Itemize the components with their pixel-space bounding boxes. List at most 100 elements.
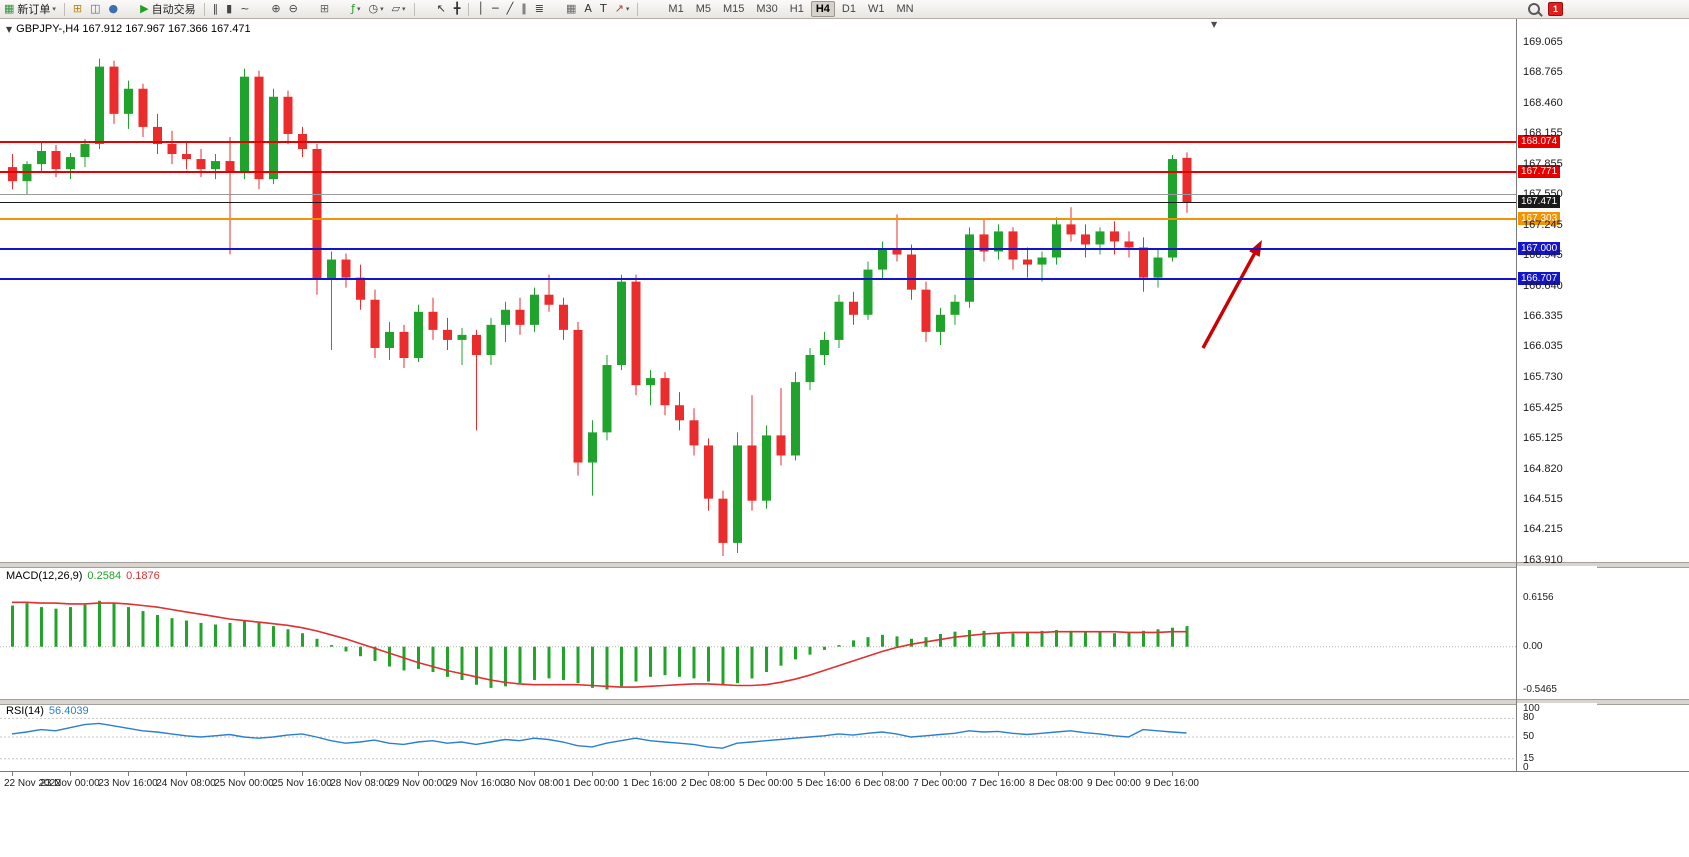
fibonacci-icon: ≣ xyxy=(534,2,544,15)
time-tick xyxy=(940,772,941,776)
crosshair-button[interactable]: ╋ xyxy=(451,1,464,17)
fibonacci-button[interactable]: ≣ xyxy=(532,1,547,17)
indicators-button[interactable]: ƒ ▾ xyxy=(348,1,363,17)
arrows-button[interactable]: ↗ ▾ xyxy=(612,1,633,17)
indicators-icon: ƒ xyxy=(351,2,355,15)
macd-scale[interactable]: 0.6156 0.00 -0.5465 xyxy=(1517,566,1597,699)
toolbar-separator xyxy=(468,2,470,16)
toolbar-separator xyxy=(413,2,415,16)
timeframe-M15[interactable]: M15 xyxy=(722,3,745,15)
price-scale[interactable]: 168.074 167.771 167.471 167.303 167.000 166.7… xyxy=(1517,19,1597,566)
timeframe-M30[interactable]: M30 xyxy=(756,3,778,15)
price-tick: 167.855 xyxy=(1523,157,1563,170)
line-chart-button[interactable]: ~ xyxy=(237,1,252,17)
templates-button[interactable]: ▱ ▾ xyxy=(389,1,409,17)
quick-trade-arrow-icon[interactable]: ▼ xyxy=(6,24,13,34)
periods-icon: ◷ xyxy=(368,2,379,15)
time-tick xyxy=(766,772,767,776)
horizontal-line-button[interactable]: ─ xyxy=(489,1,502,17)
zoom-in-button[interactable]: ⊕ xyxy=(268,1,283,17)
autotrading-play-icon: ▶ xyxy=(140,2,149,15)
sound-button[interactable]: ● xyxy=(106,1,122,17)
new-chart-button[interactable]: ⊞ xyxy=(70,1,85,17)
toolbar-separator xyxy=(203,2,205,16)
price-tick: 166.945 xyxy=(1523,249,1563,262)
bar-chart-button[interactable]: ‖ xyxy=(210,1,222,17)
toolbar-buttons: ▦ 新订单 ▾ ⊞ ◫ ● ▶ 自动交易 ‖ ▮ ~ ⊕ ⊖ ⊞ ƒ ▾ ◷ ▾ ▱ ▾ ↖ ╋ │ ─ ╱ ∥ ≣ ▦ A T ↗ ▾ xyxy=(0,1,656,17)
scale-border xyxy=(1516,19,1517,771)
shapes-button[interactable]: ▦ xyxy=(563,1,579,17)
timeframe-M1[interactable]: M1 xyxy=(668,3,684,15)
time-label: 23 Nov 16:00 xyxy=(98,778,158,789)
time-tick xyxy=(70,772,71,776)
new-order-button-label: 新订单 xyxy=(17,4,51,16)
toolbar-separator xyxy=(637,2,639,16)
symbol-ohlc-text: GBPJPY-,H4 167.912 167.967 167.366 167.4… xyxy=(16,23,251,35)
time-label: 25 Nov 16:00 xyxy=(272,778,332,789)
macd-canvas[interactable] xyxy=(0,566,1516,699)
periods-button[interactable]: ◷ ▾ xyxy=(365,1,386,17)
main-chart-canvas[interactable] xyxy=(0,19,1516,562)
panel-splitter-rsi[interactable] xyxy=(0,699,1689,705)
time-label: 9 Dec 16:00 xyxy=(1145,778,1199,789)
tile-windows-button[interactable]: ⊞ xyxy=(317,1,332,17)
dropdown-caret-icon: ▾ xyxy=(52,5,56,13)
timeframe-W1[interactable]: W1 xyxy=(867,3,885,15)
zoom-out-button[interactable]: ⊖ xyxy=(286,1,301,17)
time-tick xyxy=(1172,772,1173,776)
trendline-button[interactable]: ╱ xyxy=(504,1,517,17)
text-button[interactable]: A xyxy=(581,1,595,17)
price-level-tag: 167.771 xyxy=(1518,165,1561,179)
text-icon: A xyxy=(584,2,592,15)
rsi-scale-tick: 100 xyxy=(1523,703,1540,714)
text-label-button[interactable]: T xyxy=(597,1,610,17)
chart-shift-marker[interactable]: ▼ xyxy=(1211,20,1218,29)
zoom-in-icon: ⊕ xyxy=(271,2,281,15)
price-tick: 166.335 xyxy=(1523,310,1563,323)
panel-splitter-macd[interactable] xyxy=(0,562,1689,568)
search-icon[interactable] xyxy=(1527,3,1540,15)
candlestick-icon: ▮ xyxy=(226,2,233,15)
new-order-button[interactable]: ▦ 新订单 ▾ xyxy=(1,1,59,17)
channel-button[interactable]: ∥ xyxy=(518,1,530,17)
time-tick xyxy=(592,772,593,776)
rsi-label: RSI(14) 56.4039 xyxy=(6,705,89,717)
time-label: 1 Dec 00:00 xyxy=(565,778,619,789)
rsi-scale-tick: 50 xyxy=(1523,731,1535,742)
price-tick: 167.245 xyxy=(1523,218,1563,231)
time-tick xyxy=(128,772,129,776)
time-tick xyxy=(998,772,999,776)
tile-windows-icon: ⊞ xyxy=(319,2,330,15)
time-label: 9 Dec 00:00 xyxy=(1087,778,1141,789)
chart-ohlc-header: ▼ GBPJPY-,H4 167.912 167.967 167.366 167… xyxy=(6,23,251,35)
autotrading-button[interactable]: ▶ 自动交易 xyxy=(137,1,198,17)
notification-badge[interactable]: 1 xyxy=(1547,2,1563,16)
time-tick xyxy=(1114,772,1115,776)
up-trend-arrow-annotation[interactable] xyxy=(1201,237,1267,349)
vertical-line-button[interactable]: │ xyxy=(474,1,487,17)
time-scale[interactable]: 22 Nov 2022 23 Nov 00:00 23 Nov 16:00 24 No… xyxy=(0,771,1689,798)
price-level-tag: 168.074 xyxy=(1518,134,1561,148)
timeframe-H1[interactable]: H1 xyxy=(789,3,804,15)
macd-scale-tick: 0.00 xyxy=(1523,640,1543,652)
candlestick-button[interactable]: ▮ xyxy=(223,1,235,17)
rsi-scale[interactable]: 100 80 50 15 0 xyxy=(1517,703,1597,773)
sound-icon: ● xyxy=(108,2,119,15)
price-tick: 165.730 xyxy=(1523,371,1563,384)
data-window-button[interactable]: ◫ xyxy=(87,1,103,17)
macd-label: MACD(12,26,9) 0.2584 0.1876 xyxy=(6,570,160,582)
rsi-canvas[interactable] xyxy=(0,703,1516,771)
timeframe-D1[interactable]: D1 xyxy=(841,3,856,15)
rsi-scale-tick: 80 xyxy=(1523,712,1535,724)
timeframe-M5[interactable]: M5 xyxy=(695,3,711,15)
timeframe-MN[interactable]: MN xyxy=(896,3,914,15)
price-level-tag: 167.000 xyxy=(1518,242,1561,256)
cursor-button[interactable]: ↖ xyxy=(434,1,449,17)
text-label-icon: T xyxy=(599,2,607,15)
bar-chart-icon: ‖ xyxy=(212,2,219,15)
timeframe-H4[interactable]: H4 xyxy=(810,1,835,17)
time-tick xyxy=(824,772,825,776)
price-tick: 168.765 xyxy=(1523,66,1563,79)
candle-wicks xyxy=(12,58,1188,556)
toolbar-separator xyxy=(63,2,65,16)
